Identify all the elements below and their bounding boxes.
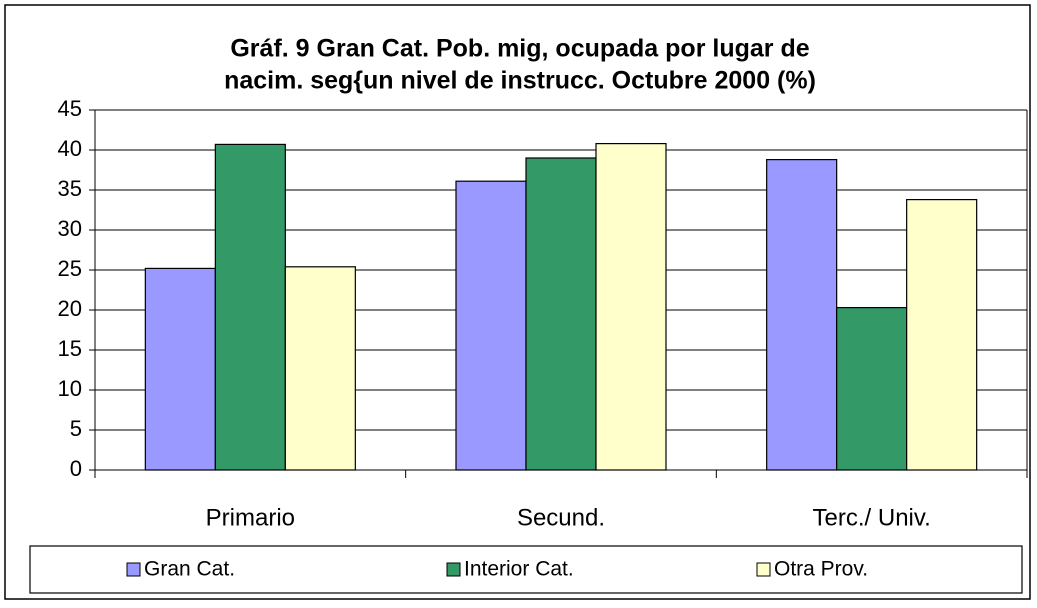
bar	[836, 307, 908, 471]
y-tick-label: 10	[58, 376, 82, 401]
bar	[455, 180, 527, 471]
legend-box	[29, 545, 1023, 594]
x-tick-label: Primario	[206, 504, 295, 531]
x-tick-label: Secund.	[517, 504, 605, 531]
bar	[284, 266, 356, 471]
legend-swatch	[756, 562, 771, 577]
y-tick-label: 20	[58, 296, 82, 321]
legend-label: Otra Prov.	[774, 558, 868, 581]
bar	[214, 143, 286, 471]
x-tick-label: Terc./ Univ.	[813, 504, 931, 531]
y-tick-label: 30	[58, 216, 82, 241]
bar	[525, 157, 597, 471]
legend-swatch	[126, 562, 141, 577]
y-tick-label: 15	[58, 336, 82, 361]
y-tick-label: 45	[58, 96, 82, 121]
bar	[144, 267, 216, 471]
y-tick-label: 40	[58, 136, 82, 161]
chart-title: Gráf. 9 Gran Cat. Pob. mig, ocupada por …	[230, 35, 809, 63]
legend-label: Interior Cat.	[464, 558, 574, 581]
y-tick-label: 35	[58, 176, 82, 201]
bar	[766, 159, 838, 471]
bar	[906, 199, 978, 471]
y-tick-label: 25	[58, 256, 82, 281]
bar	[595, 143, 667, 471]
chart-title: nacim. seg{un nivel de instrucc. Octubre…	[224, 67, 816, 95]
y-tick-label: 5	[70, 416, 82, 441]
legend-swatch	[446, 562, 461, 577]
legend-label: Gran Cat.	[144, 558, 235, 581]
y-tick-label: 0	[70, 456, 82, 481]
